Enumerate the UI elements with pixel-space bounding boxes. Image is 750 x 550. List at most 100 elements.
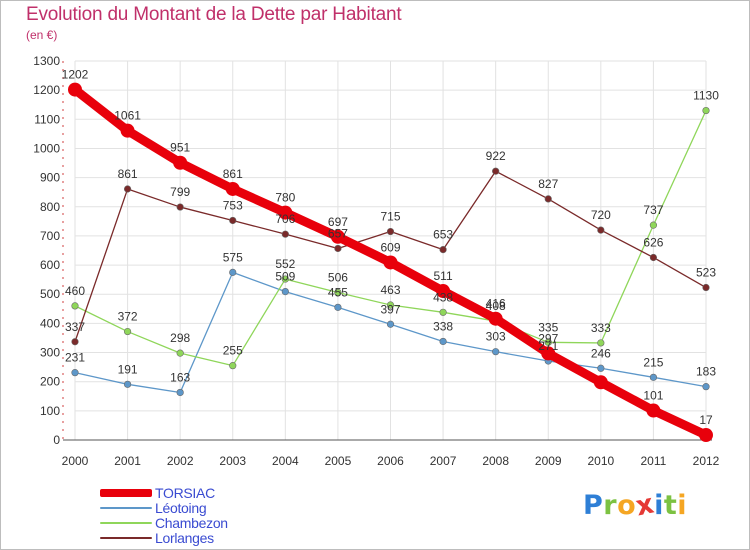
data-point-léotoing <box>123 380 132 388</box>
y-tick-label: 900 <box>40 171 60 185</box>
data-label: 657 <box>328 226 348 240</box>
data-point-léotoing <box>229 268 237 276</box>
data-label: 297 <box>538 331 558 345</box>
data-point-lorlanges <box>281 230 289 238</box>
data-point-léotoing <box>649 373 658 381</box>
data-point-lorlanges <box>439 246 447 254</box>
data-label: 408 <box>486 299 506 313</box>
data-point-lorlanges <box>71 338 79 346</box>
data-label: 455 <box>328 285 348 299</box>
logo-letter: t <box>663 490 678 521</box>
data-label: 438 <box>433 290 453 304</box>
data-point-chambezon <box>281 275 289 283</box>
data-point-lorlanges <box>492 167 500 175</box>
axes: 0 100 200 300 400 500 600 700 800 900 1000 1100 1200… <box>33 54 719 468</box>
x-tick-label: 2002 <box>167 454 194 468</box>
series-group <box>68 82 713 443</box>
data-point-torsiac <box>225 181 240 196</box>
data-label: 720 <box>591 208 611 222</box>
data-point-chambezon <box>386 301 395 309</box>
data-label: 753 <box>223 198 243 212</box>
x-tick-label: 2005 <box>325 454 352 468</box>
data-point-lorlanges <box>649 253 658 262</box>
data-point-torsiac <box>488 311 503 326</box>
legend: TORSIAC Léotoing Chambezon Lorlanges <box>100 486 300 546</box>
data-label: 246 <box>591 346 611 360</box>
x-tick-label: 2006 <box>377 454 404 468</box>
data-label: 626 <box>643 235 663 249</box>
y-tick-label: 1200 <box>33 83 60 97</box>
data-label: 552 <box>275 257 295 271</box>
y-tick-label: 1000 <box>33 141 60 155</box>
data-point-chambezon <box>597 339 605 347</box>
y-tick-label: 100 <box>40 404 60 418</box>
data-label: 609 <box>380 240 400 254</box>
data-label: 333 <box>591 321 611 335</box>
data-label: 460 <box>65 284 85 298</box>
data-label: 191 <box>118 362 138 376</box>
legend-item: Lorlanges <box>100 531 300 546</box>
chart-subtitle: (en €) <box>26 28 58 42</box>
data-point-chambezon <box>649 221 658 229</box>
logo-letter: P <box>583 490 604 521</box>
logo-letter: i <box>654 490 664 521</box>
data-label: 183 <box>696 365 716 379</box>
legend-item: Léotoing <box>100 501 300 516</box>
data-point-léotoing <box>386 320 395 328</box>
data-point-torsiac <box>699 428 713 443</box>
data-point-léotoing <box>334 303 342 311</box>
data-label: 298 <box>170 331 190 345</box>
y-tick-label: 600 <box>40 258 60 272</box>
data-point-lorlanges <box>386 227 395 236</box>
data-label: 575 <box>223 250 243 264</box>
data-point-torsiac <box>383 255 398 270</box>
data-label: 922 <box>486 149 506 163</box>
x-tick-label: 2003 <box>219 454 246 468</box>
y-tick-label: 300 <box>40 346 60 360</box>
data-label: 17 <box>699 413 713 427</box>
data-label: 780 <box>275 191 295 205</box>
x-tick-label: 2000 <box>62 454 89 468</box>
data-label: 163 <box>170 370 190 384</box>
legend-label: Chambezon <box>155 515 228 531</box>
data-label: 1130 <box>693 89 719 103</box>
data-point-chambezon <box>123 327 132 336</box>
data-point-lorlanges <box>229 216 237 225</box>
data-label: 506 <box>328 270 348 284</box>
chart-title: Evolution du Montant de la Dette par Hab… <box>26 4 402 25</box>
data-point-lorlanges <box>544 195 552 203</box>
logo-letter: o <box>617 490 637 521</box>
data-label: 523 <box>696 266 716 280</box>
data-label: 737 <box>643 203 663 217</box>
x-tick-label: 2012 <box>693 454 720 468</box>
data-point-léotoing <box>281 288 289 296</box>
data-point-torsiac <box>436 284 451 299</box>
y-tick-label: 1300 <box>33 54 60 68</box>
legend-swatch <box>100 507 152 509</box>
data-label: 231 <box>65 351 85 365</box>
data-label: 706 <box>275 212 295 226</box>
data-label: 303 <box>486 330 506 344</box>
data-point-léotoing <box>176 388 184 397</box>
data-point-chambezon <box>334 288 342 297</box>
legend-swatch <box>100 537 152 539</box>
y-tick-label: 500 <box>40 287 60 301</box>
y-tick-label: 1100 <box>34 112 60 126</box>
legend-swatch <box>100 489 152 497</box>
y-tick-label: 200 <box>40 375 60 389</box>
x-tick-label: 2007 <box>430 454 457 468</box>
proxiti-logo: Proxiti <box>583 488 687 522</box>
data-label: 1202 <box>62 68 89 82</box>
data-point-torsiac <box>68 82 82 97</box>
data-point-torsiac <box>120 123 135 138</box>
data-point-léotoing <box>702 383 710 391</box>
data-label: 271 <box>538 339 558 353</box>
data-point-léotoing <box>439 337 447 346</box>
data-labels: 1202 1061 951 861 780 697 609 511 416 297 101 17 231… <box>62 68 720 427</box>
data-label: 861 <box>118 167 138 181</box>
data-point-lorlanges <box>597 226 605 234</box>
legend-label: TORSIAC <box>155 485 215 501</box>
data-point-torsiac <box>173 155 188 170</box>
y-tick-label: 400 <box>40 316 60 330</box>
